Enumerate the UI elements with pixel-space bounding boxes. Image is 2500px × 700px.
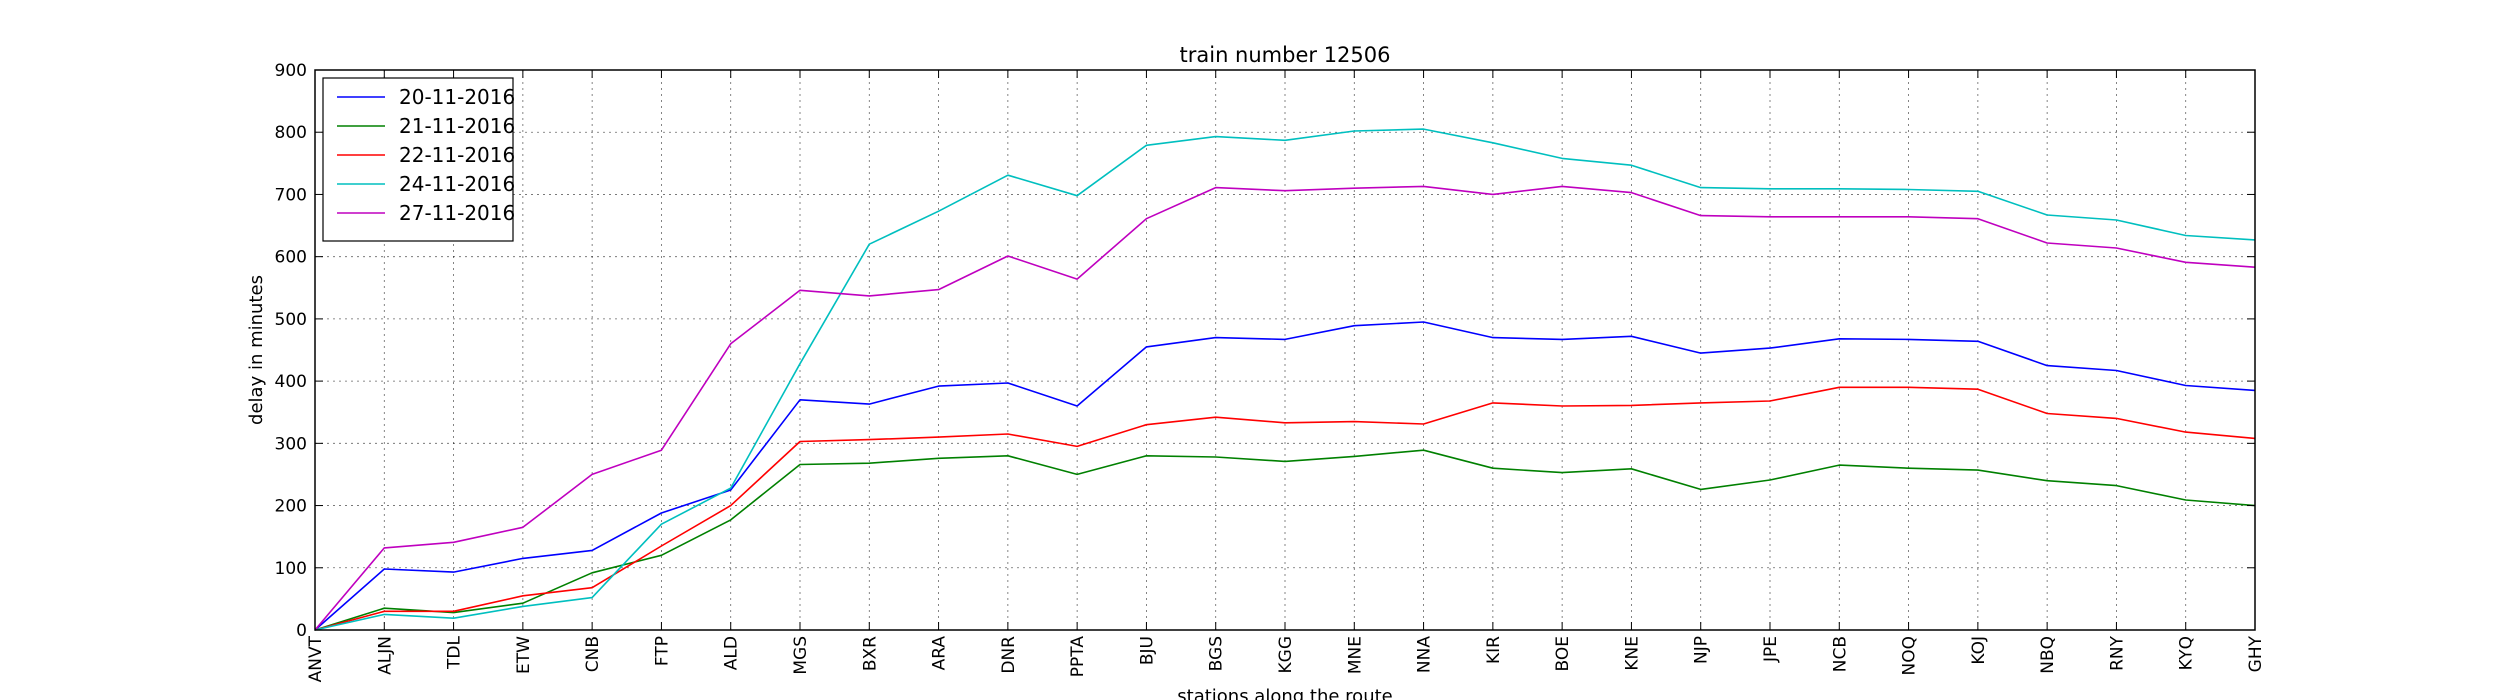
x-tick-label: BGS bbox=[1207, 636, 1227, 671]
x-tick-label: KOJ bbox=[1969, 636, 1989, 665]
x-tick-label: TDL bbox=[445, 635, 465, 669]
x-tick-label: ALJN bbox=[375, 636, 395, 675]
y-tick-label: 800 bbox=[275, 123, 307, 143]
x-tick-label: ALD bbox=[722, 636, 742, 670]
legend-label: 22-11-2016 bbox=[399, 143, 515, 167]
x-tick-label: BXR bbox=[860, 636, 880, 671]
x-tick-label: PPTA bbox=[1068, 636, 1088, 678]
y-axis-ticks: 0 100 200 300 400 500 600 700 800 900 bbox=[275, 61, 2255, 641]
x-tick-label: KNE bbox=[1622, 636, 1642, 671]
x-tick-label: GHY bbox=[2246, 635, 2266, 672]
y-tick-label: 400 bbox=[275, 372, 307, 392]
x-tick-label: BJU bbox=[1137, 636, 1157, 665]
y-tick-label: 900 bbox=[275, 61, 307, 81]
x-tick-label: ARA bbox=[930, 636, 950, 671]
x-tick-label: NNA bbox=[1415, 636, 1435, 673]
x-tick-label: BOE bbox=[1553, 636, 1573, 672]
y-tick-label: 300 bbox=[275, 434, 307, 454]
x-tick-label: KGG bbox=[1276, 636, 1296, 674]
series-line-24-11-2016 bbox=[314, 128, 2256, 631]
x-tick-label: ETW bbox=[514, 636, 534, 674]
x-axis-ticks: ANVT ALJN TDL ETW CNB FTP ALD MGS BXR ARA DNR PPTA B… bbox=[306, 70, 2266, 682]
y-tick-label: 700 bbox=[275, 185, 307, 205]
x-tick-label: RNY bbox=[2107, 635, 2127, 671]
legend-label: 27-11-2016 bbox=[399, 201, 515, 225]
x-tick-label: KIR bbox=[1484, 636, 1504, 664]
x-tick-label: NCB bbox=[1830, 636, 1850, 672]
x-tick-label: MGS bbox=[791, 636, 811, 675]
x-tick-label: DNR bbox=[999, 636, 1019, 674]
x-tick-label: JPE bbox=[1761, 636, 1781, 663]
series-line-20-11-2016 bbox=[314, 321, 2256, 631]
y-tick-label: 200 bbox=[275, 497, 307, 517]
series-line-27-11-2016 bbox=[314, 185, 2256, 631]
legend-label: 20-11-2016 bbox=[399, 85, 515, 109]
x-tick-label: KYQ bbox=[2177, 636, 2197, 670]
x-axis-label: stations along the route bbox=[1177, 686, 1392, 700]
x-tick-label: NBQ bbox=[2038, 636, 2058, 674]
x-tick-label: NJP bbox=[1692, 636, 1712, 664]
legend-label: 21-11-2016 bbox=[399, 114, 515, 138]
legend-label: 24-11-2016 bbox=[399, 172, 515, 196]
series-line-21-11-2016 bbox=[314, 449, 2256, 631]
chart-title: train number 12506 bbox=[1180, 43, 1391, 67]
series-line-22-11-2016 bbox=[314, 386, 2256, 631]
y-tick-label: 600 bbox=[275, 248, 307, 268]
legend-box bbox=[322, 77, 514, 242]
x-tick-label: CNB bbox=[583, 636, 603, 672]
x-tick-label: FTP bbox=[652, 636, 672, 666]
y-tick-label: 500 bbox=[275, 310, 307, 330]
series-lines bbox=[314, 128, 2256, 631]
legend: 20-11-2016 21-11-2016 22-11-2016 24-11-2016… bbox=[322, 77, 515, 242]
y-axis-label: delay in minutes bbox=[246, 275, 267, 425]
grid-lines bbox=[315, 70, 2255, 630]
x-tick-label: NOQ bbox=[1900, 636, 1920, 675]
x-tick-label: ANVT bbox=[306, 635, 326, 682]
y-tick-label: 100 bbox=[275, 559, 307, 579]
y-tick-label: 0 bbox=[296, 621, 307, 641]
x-tick-label: MNE bbox=[1345, 636, 1365, 674]
